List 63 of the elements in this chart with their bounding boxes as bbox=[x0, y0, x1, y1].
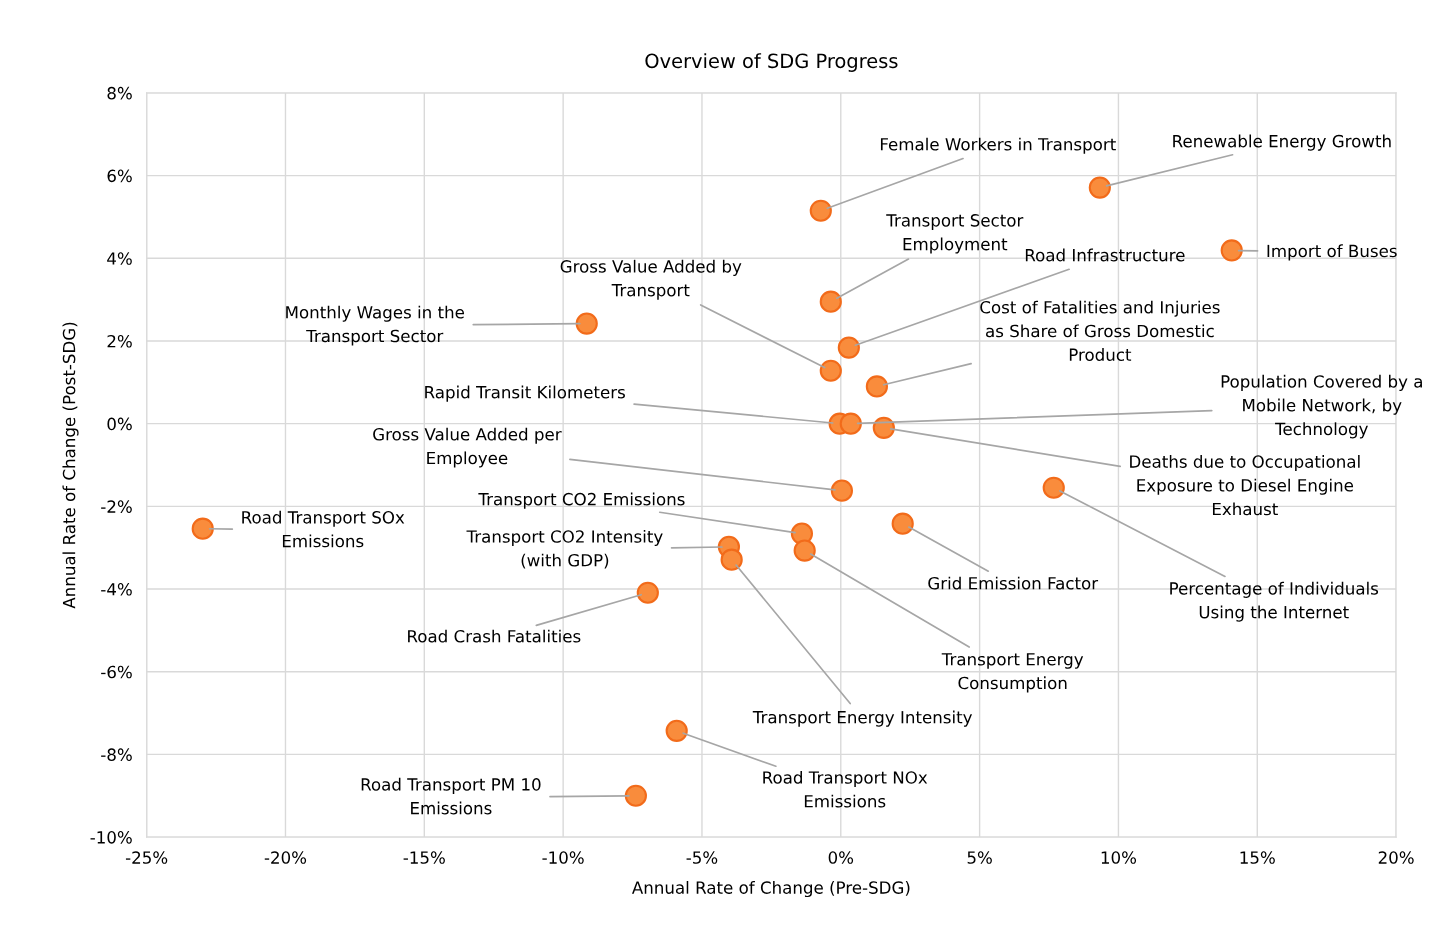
point bbox=[575, 312, 598, 335]
point bbox=[839, 412, 862, 435]
annotation: Population Covered by a Mobile Network, by Technology bbox=[1221, 374, 1422, 439]
y-tick-label: 2% bbox=[107, 334, 132, 348]
point bbox=[665, 719, 688, 742]
y-tick-label: -6% bbox=[101, 665, 132, 679]
point bbox=[1088, 176, 1111, 199]
y-tick-label: -8% bbox=[101, 748, 132, 761]
x-axis-title: Annual Rate of Change (Pre-SDG) bbox=[631, 880, 910, 898]
annotation: Road Transport NOx Emissions bbox=[763, 770, 928, 808]
annotation: Rapid Transit Kilometers bbox=[425, 385, 625, 402]
annotation: Import of Buses bbox=[1267, 244, 1397, 261]
point bbox=[624, 784, 647, 807]
x-tick-label: -5% bbox=[686, 851, 718, 864]
y-tick-label: -10% bbox=[90, 831, 132, 844]
y-tick-label: -4% bbox=[101, 582, 132, 596]
point bbox=[865, 375, 888, 398]
point bbox=[1220, 239, 1243, 262]
x-tick-label: 0% bbox=[828, 851, 854, 864]
annotation: Transport Sector Employment bbox=[886, 214, 1024, 254]
y-axis-title: Annual Rate of Change (Post-SDG) bbox=[62, 322, 79, 609]
x-tick-label: 15% bbox=[1240, 851, 1275, 864]
point bbox=[793, 539, 816, 562]
annotation: Road Transport PM 10 Emissions bbox=[361, 777, 541, 815]
y-tick-label: 8% bbox=[107, 86, 132, 100]
x-tick-label: 20% bbox=[1378, 851, 1414, 864]
annotation: Road Transport SOx Emissions bbox=[242, 510, 405, 548]
point bbox=[809, 199, 832, 222]
y-tick-label: 4% bbox=[107, 252, 132, 265]
annotation: Cost of Fatalities and Injuries as Share of Gross Domestic Product bbox=[980, 300, 1220, 362]
x-tick-label: -15% bbox=[403, 851, 445, 864]
annotation: Renewable Energy Growth bbox=[1173, 134, 1391, 151]
annotation: Monthly Wages in the Transport Sector bbox=[286, 305, 465, 346]
annotation: Gross Value Added per Employee bbox=[373, 427, 562, 468]
x-tick-label: 10% bbox=[1101, 851, 1137, 864]
chart-title: Overview of SDG Progress bbox=[645, 53, 898, 72]
x-tick-label: -25% bbox=[125, 851, 168, 864]
point bbox=[720, 548, 743, 571]
y-tick-label: -2% bbox=[101, 500, 132, 513]
annotation: Grid Emission Factor bbox=[928, 576, 1099, 590]
annotation: Transport Energy Intensity bbox=[752, 710, 973, 727]
annotation: Road Infrastructure bbox=[1025, 248, 1185, 262]
point bbox=[837, 336, 860, 359]
x-tick-label: -10% bbox=[542, 851, 584, 864]
y-tick-label: 0% bbox=[107, 417, 132, 431]
x-tick-label: 5% bbox=[967, 851, 992, 864]
point bbox=[191, 517, 214, 540]
x-tick-label: -20% bbox=[264, 851, 307, 864]
annotation: Deaths due to Occupational Exposure to Diesel Engine Exhaust bbox=[1130, 454, 1360, 516]
point bbox=[819, 359, 842, 382]
point bbox=[830, 479, 853, 502]
annotation: Road Crash Fatalities bbox=[408, 629, 581, 643]
annotation: Gross Value Added by Transport bbox=[560, 259, 742, 300]
annotation: Percentage of Individuals Using the Internet bbox=[1170, 581, 1379, 622]
point bbox=[819, 290, 842, 313]
point bbox=[891, 512, 914, 535]
annotation: Female Workers in Transport bbox=[880, 137, 1116, 154]
point bbox=[1042, 476, 1065, 499]
annotation: Transport Energy Consumption bbox=[941, 653, 1084, 693]
annotation: Transport CO2 Intensity (with GDP) bbox=[466, 529, 663, 569]
point bbox=[636, 581, 659, 604]
y-tick-label: 6% bbox=[107, 169, 132, 183]
annotation: Transport CO2 Emissions bbox=[478, 492, 685, 509]
